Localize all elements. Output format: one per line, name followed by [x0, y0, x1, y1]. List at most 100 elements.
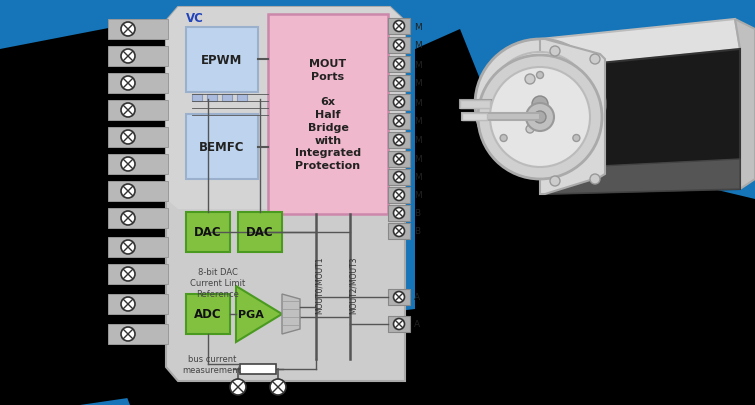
Text: M: M	[414, 22, 422, 32]
Text: M: M	[414, 191, 422, 200]
Bar	[108, 181, 168, 202]
Circle shape	[121, 241, 135, 254]
Bar	[240, 364, 276, 374]
Polygon shape	[735, 20, 755, 190]
Circle shape	[393, 60, 405, 70]
Circle shape	[121, 131, 135, 145]
Circle shape	[393, 292, 405, 303]
Circle shape	[590, 55, 600, 65]
Bar	[186, 28, 258, 93]
Circle shape	[526, 104, 554, 132]
Circle shape	[121, 297, 135, 311]
Bar	[108, 294, 168, 314]
Text: M: M	[414, 136, 422, 145]
Text: M: M	[414, 60, 422, 69]
Text: MOUT
Ports

6x
Half
Bridge
with
Integrated
Protection: MOUT Ports 6x Half Bridge with Integrate…	[295, 59, 361, 171]
Bar	[186, 115, 258, 179]
Bar	[388, 151, 410, 168]
Circle shape	[121, 50, 135, 64]
Polygon shape	[236, 286, 282, 342]
Bar	[388, 38, 410, 54]
Text: BEMFC: BEMFC	[199, 141, 245, 154]
Circle shape	[393, 116, 405, 127]
Circle shape	[522, 87, 558, 123]
Bar	[268, 15, 388, 215]
Text: EPWM: EPWM	[202, 54, 242, 67]
Text: VC: VC	[186, 11, 204, 24]
Bar	[108, 209, 168, 228]
Circle shape	[121, 267, 135, 281]
Circle shape	[121, 158, 135, 172]
Bar	[108, 47, 168, 67]
Bar	[186, 213, 230, 252]
Polygon shape	[540, 50, 740, 194]
Bar	[108, 237, 168, 257]
Text: A: A	[414, 293, 420, 302]
Circle shape	[393, 78, 405, 89]
Circle shape	[393, 154, 405, 165]
Polygon shape	[282, 294, 300, 334]
Polygon shape	[540, 20, 740, 70]
Bar	[207, 95, 217, 102]
Bar	[388, 289, 410, 305]
Circle shape	[573, 135, 580, 142]
Circle shape	[500, 135, 507, 142]
Circle shape	[393, 208, 405, 219]
Bar	[388, 188, 410, 203]
Text: PGA: PGA	[238, 309, 264, 319]
Bar	[108, 324, 168, 344]
Bar	[388, 76, 410, 92]
Circle shape	[270, 379, 286, 395]
Circle shape	[230, 379, 246, 395]
Bar	[108, 155, 168, 175]
Circle shape	[488, 53, 592, 157]
Text: M: M	[414, 41, 422, 50]
Text: M: M	[414, 155, 422, 164]
Circle shape	[121, 77, 135, 91]
Circle shape	[393, 226, 405, 237]
Bar	[388, 95, 410, 111]
Circle shape	[550, 177, 560, 187]
Circle shape	[490, 68, 590, 168]
Circle shape	[590, 175, 600, 185]
Bar	[462, 114, 487, 121]
Bar	[462, 114, 540, 121]
Text: MOUT2/MOUT3: MOUT2/MOUT3	[349, 256, 358, 313]
Bar	[108, 128, 168, 148]
Bar	[186, 294, 230, 334]
Circle shape	[121, 211, 135, 226]
Text: M: M	[414, 173, 422, 182]
Text: B: B	[414, 227, 420, 236]
Bar	[108, 20, 168, 40]
Text: ADC: ADC	[194, 308, 222, 321]
Bar	[192, 95, 202, 102]
Bar	[388, 57, 410, 73]
Bar	[108, 101, 168, 121]
Circle shape	[525, 75, 535, 85]
Circle shape	[534, 112, 546, 124]
Circle shape	[393, 190, 405, 201]
Bar	[460, 101, 540, 109]
Circle shape	[393, 172, 405, 183]
Circle shape	[121, 23, 135, 37]
Polygon shape	[415, 30, 480, 389]
Text: bus current
measurement: bus current measurement	[183, 354, 242, 374]
Circle shape	[537, 72, 544, 79]
Bar	[108, 264, 168, 284]
Polygon shape	[166, 8, 405, 209]
Circle shape	[478, 56, 602, 179]
Text: A: A	[414, 320, 420, 329]
Circle shape	[393, 319, 405, 330]
Polygon shape	[540, 160, 740, 194]
Text: M: M	[414, 98, 422, 107]
Text: M: M	[414, 79, 422, 88]
Bar	[108, 74, 168, 94]
Circle shape	[393, 135, 405, 146]
Circle shape	[393, 40, 405, 51]
Polygon shape	[540, 40, 605, 194]
Bar	[388, 170, 410, 185]
Bar	[388, 19, 410, 35]
Bar	[388, 205, 410, 222]
Bar	[237, 95, 247, 102]
Bar	[388, 316, 410, 332]
